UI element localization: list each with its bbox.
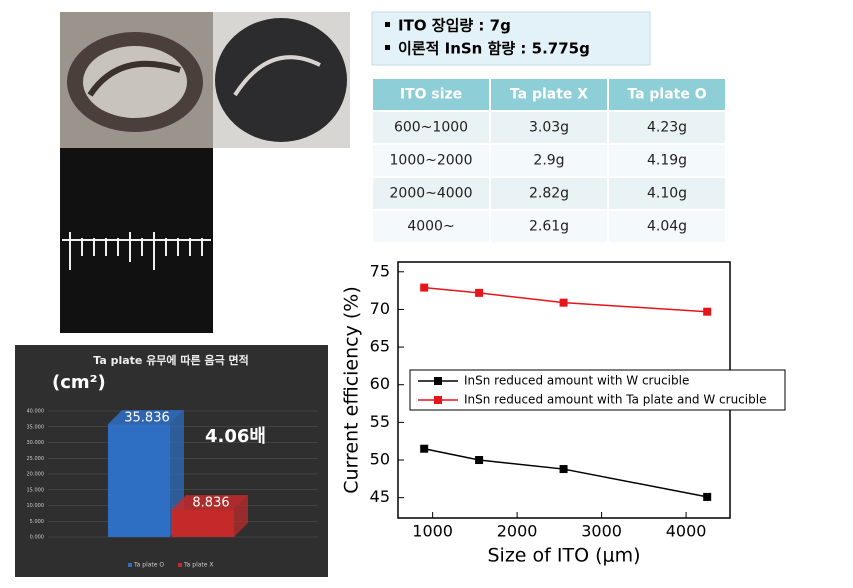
y-tick-label: 5.000 (30, 519, 44, 525)
y-tick-label: 45 (370, 487, 390, 506)
note: 이론적 InSn 함량 : 5.775g (398, 40, 590, 58)
y-axis-label: Current efficiency (%) (341, 286, 363, 494)
table-cell-text: 1000~2000 (390, 153, 473, 169)
bullet (385, 45, 390, 50)
x-axis-label: Size of ITO (μm) (487, 545, 640, 567)
table-cell (607, 143, 727, 178)
y-tick-label: 65 (370, 337, 390, 356)
point (475, 288, 484, 297)
table-cell (489, 209, 609, 244)
line-chart: 45 50 55 60 65 70 75 1000 2000 3000 4000 Size of IT… (341, 261, 786, 567)
y-tick-label: 15.000 (27, 487, 45, 493)
photo-object (233, 55, 321, 97)
y-tick-label: 40.000 (27, 409, 45, 415)
x-tick-label: 1000 (412, 522, 453, 541)
legend-label: Ta plate X (183, 562, 213, 569)
unit-label: (cm²) (52, 372, 106, 393)
table-cell-text: 4.19g (647, 153, 687, 169)
photo-object (87, 60, 181, 97)
y-tick-label: 20.000 (27, 472, 45, 478)
point (703, 492, 712, 501)
y-tick-label: 30.000 (27, 440, 45, 446)
table-header-text: Ta plate O (627, 87, 706, 103)
table-cell (607, 110, 727, 145)
legend-label: InSn reduced amount with W crucible (464, 374, 689, 388)
y-tick-label: 75 (370, 261, 390, 280)
x-tick-label: 3000 (581, 522, 622, 541)
x-tick-label: 4000 (666, 522, 707, 541)
value-label: 8.836 (192, 496, 229, 511)
table-cell (489, 176, 609, 211)
bullet (385, 22, 390, 27)
point (420, 283, 429, 292)
photo-object (215, 18, 347, 142)
point (559, 465, 568, 474)
table-cell-text: 2000~4000 (390, 186, 473, 202)
bar (108, 424, 170, 537)
table-cell (371, 209, 491, 244)
table-cell-text: 4.10g (647, 186, 687, 202)
table-header-text: Ta plate X (510, 87, 588, 103)
bar-chart: Ta plate 유무에 따른 음극 면적 (cm²) 0.000 5.000 10.0… (27, 353, 318, 569)
legend-label: Ta plate O (133, 562, 164, 569)
note: ITO 장입량 : 7g (398, 17, 511, 35)
y-tick-label: 70 (370, 299, 390, 318)
bar-side (234, 495, 248, 537)
y-tick-label: 55 (370, 412, 390, 431)
legend-marker (434, 396, 442, 404)
table-cell-text: 600~1000 (394, 120, 468, 136)
legend-box (409, 369, 786, 411)
legend-label: InSn reduced amount with Ta plate and W … (464, 393, 766, 407)
legend-marker (434, 377, 442, 385)
chart-title: Ta plate 유무에 따른 음극 면적 (93, 353, 249, 367)
y-tick-label: 35.000 (27, 424, 45, 430)
table-cell (607, 209, 727, 244)
table-header-text: ITO size (400, 87, 462, 103)
notes-box (371, 11, 651, 66)
y-tick-label: 0.000 (30, 535, 44, 541)
y-tick-label: 60 (370, 374, 390, 393)
y-tick-label: 10.000 (27, 503, 45, 509)
annotation: 4.06배 (205, 426, 266, 447)
y-tick-label: 25.000 (27, 456, 45, 462)
point (559, 298, 568, 307)
table-cell-text: 2.61g (529, 219, 569, 235)
table-cell (607, 176, 727, 211)
series-line (424, 286, 708, 313)
y-tick-label: 50 (370, 450, 390, 469)
table-cell-text: 4.23g (647, 120, 687, 136)
table-cell-text: 4.04g (647, 219, 687, 235)
table-cell-text: 4000~ (407, 219, 454, 235)
legend-marker (178, 563, 182, 567)
table-cell-text: 2.82g (529, 186, 569, 202)
table-cell-text: 3.03g (529, 120, 569, 136)
table-cell (489, 143, 609, 178)
point (475, 456, 484, 465)
series-line (424, 447, 708, 498)
value-label: 35.836 (124, 411, 170, 426)
table-cell (371, 110, 491, 145)
table: ITO size Ta plate X Ta plate O 600~1000 3.03… (371, 77, 727, 244)
table-cell-text: 2.9g (533, 153, 564, 169)
bar-top (172, 495, 248, 510)
table-header-cell (489, 77, 609, 112)
table-header-cell (607, 77, 727, 112)
bar (172, 509, 234, 537)
point (420, 444, 429, 453)
point (703, 307, 712, 316)
legend-marker (128, 563, 132, 567)
x-tick-label: 2000 (497, 522, 538, 541)
bar-top (108, 410, 184, 425)
ruler-ticks (62, 232, 211, 270)
